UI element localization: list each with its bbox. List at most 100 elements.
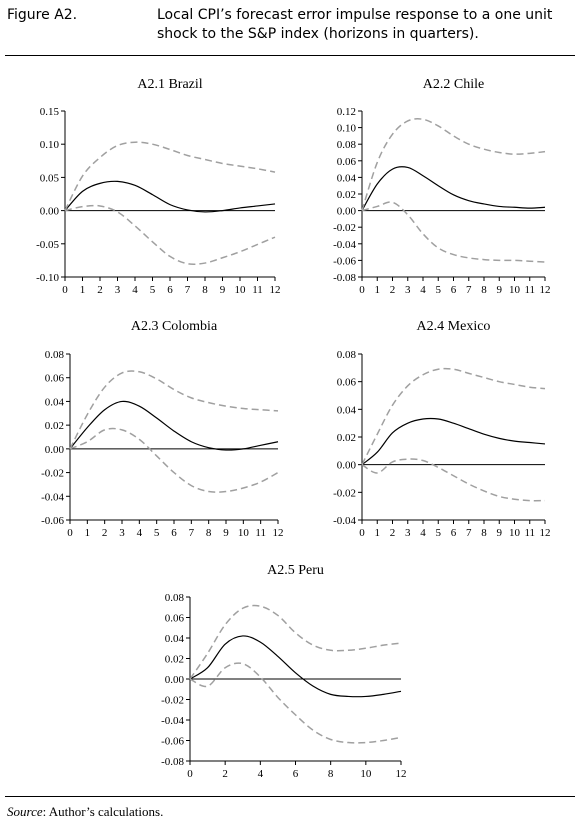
x-tick-label: 2	[102, 527, 108, 539]
y-tick-label: -0.05	[36, 239, 59, 251]
x-tick-label: 3	[119, 527, 125, 539]
x-tick-label: 5	[436, 527, 442, 539]
y-tick-label: 0.00	[40, 206, 60, 218]
x-tick-label: 11	[255, 527, 266, 539]
x-tick-label: 3	[405, 527, 411, 539]
x-tick-label: 4	[132, 284, 138, 296]
bottom-rule	[5, 796, 575, 797]
x-tick-label: 5	[154, 527, 160, 539]
x-tick-label: 8	[202, 284, 208, 296]
x-tick-label: 0	[67, 527, 73, 539]
x-tick-label: 10	[238, 527, 250, 539]
y-tick-label: -0.10	[36, 272, 59, 284]
x-tick-label: 9	[223, 527, 229, 539]
y-tick-label: 0.04	[337, 404, 357, 416]
upper-band-line	[69, 370, 279, 450]
chart-panel-3: A2.3 Colombia 0.08 0.06 0.04 0.02 0.00 -0.02 -0…	[41, 319, 283, 539]
x-tick-label: 9	[220, 284, 226, 296]
x-tick-label: 6	[167, 284, 173, 296]
source-note: Source: Author’s calculations.	[7, 804, 163, 820]
y-tick-label: 0.02	[337, 432, 356, 444]
x-tick-label: 7	[466, 284, 472, 296]
lower-band-line	[69, 427, 279, 493]
y-tick-label: 0.06	[337, 156, 357, 168]
x-tick-label: 12	[270, 284, 281, 296]
x-tick-label: 8	[206, 527, 212, 539]
figure-caption: Local CPI’s forecast error impulse respo…	[157, 7, 553, 42]
chart-title: A2.4 Mexico	[417, 319, 491, 334]
y-tick-label: 0.04	[165, 633, 185, 645]
x-tick-label: 3	[115, 284, 121, 296]
y-tick-label: 0.00	[165, 674, 185, 686]
top-rule	[5, 55, 575, 56]
response-line	[361, 417, 546, 466]
x-tick-label: 12	[396, 768, 407, 780]
y-tick-label: 0.06	[165, 613, 185, 625]
y-tick-label: -0.04	[333, 239, 356, 251]
source-text: : Author’s calculations.	[42, 804, 164, 819]
x-tick-label: 6	[171, 527, 177, 539]
chart-panel-4: A2.4 Mexico 0.08 0.06 0.04 0.02 0.00 -0.02 -0.0…	[333, 319, 550, 539]
x-tick-label: 4	[258, 768, 264, 780]
y-tick-label: 0.08	[165, 592, 185, 604]
chart-title: A2.5 Peru	[267, 563, 324, 578]
y-tick-label: 0.10	[40, 139, 60, 151]
response-line	[189, 635, 402, 698]
x-tick-label: 0	[62, 284, 68, 296]
x-tick-label: 6	[451, 284, 457, 296]
x-tick-label: 11	[524, 527, 535, 539]
x-tick-label: 10	[509, 284, 521, 296]
x-tick-label: 8	[481, 527, 487, 539]
y-tick-label: 0.06	[45, 373, 65, 385]
y-tick-label: -0.08	[161, 756, 184, 768]
x-tick-label: 3	[405, 284, 411, 296]
x-tick-label: 8	[481, 284, 487, 296]
y-tick-label: 0.00	[337, 206, 357, 218]
upper-band-line	[361, 118, 546, 211]
y-tick-label: 0.05	[40, 172, 60, 184]
y-tick-label: 0.02	[165, 654, 184, 666]
y-tick-label: -0.02	[333, 222, 356, 234]
y-tick-label: 0.12	[337, 106, 356, 118]
x-tick-label: 1	[85, 527, 91, 539]
x-tick-label: 2	[97, 284, 103, 296]
chart-panel-5: A2.5 Peru 0.08 0.06 0.04 0.02 0.00 -0.02 -0.04 -…	[161, 563, 406, 780]
x-tick-label: 5	[150, 284, 156, 296]
upper-band-line	[361, 367, 546, 466]
x-tick-label: 2	[390, 284, 396, 296]
x-tick-label: 1	[80, 284, 86, 296]
y-tick-label: 0.08	[337, 139, 357, 151]
y-tick-label: 0.00	[337, 460, 357, 472]
lower-band-line	[361, 458, 546, 502]
y-tick-label: -0.06	[161, 736, 184, 748]
x-tick-label: 7	[189, 527, 195, 539]
x-tick-label: 6	[451, 527, 457, 539]
chart-title: A2.1 Brazil	[137, 77, 202, 92]
x-tick-label: 5	[436, 284, 442, 296]
x-tick-label: 0	[359, 527, 365, 539]
response-line	[69, 400, 279, 451]
upper-band-line	[64, 141, 276, 211]
x-tick-label: 1	[375, 527, 381, 539]
y-tick-label: 0.04	[45, 396, 65, 408]
y-tick-label: -0.02	[41, 468, 64, 480]
x-tick-label: 0	[187, 768, 193, 780]
y-tick-label: 0.02	[337, 189, 356, 201]
x-tick-label: 4	[420, 527, 426, 539]
y-tick-label: 0.04	[337, 172, 357, 184]
y-tick-label: 0.00	[45, 444, 65, 456]
lower-band-line	[189, 662, 402, 744]
x-tick-label: 6	[293, 768, 299, 780]
y-tick-label: 0.10	[337, 123, 357, 135]
y-tick-label: -0.04	[161, 715, 184, 727]
x-tick-label: 7	[185, 284, 191, 296]
x-tick-label: 4	[420, 284, 426, 296]
x-tick-label: 2	[222, 768, 228, 780]
x-tick-label: 12	[273, 527, 284, 539]
x-tick-label: 10	[235, 284, 247, 296]
x-tick-label: 8	[328, 768, 334, 780]
y-tick-label: 0.15	[40, 106, 60, 118]
y-tick-label: -0.02	[161, 695, 184, 707]
x-tick-label: 4	[137, 527, 143, 539]
